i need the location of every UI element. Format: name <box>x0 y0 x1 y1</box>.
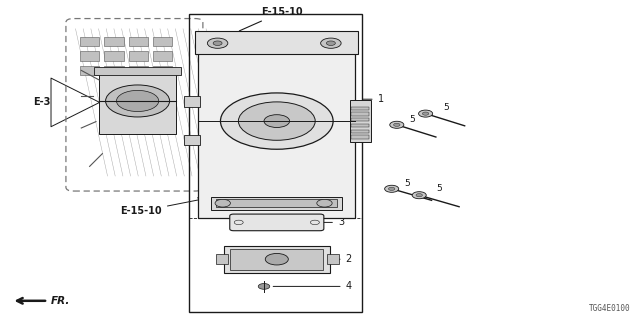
Text: 1: 1 <box>363 94 384 104</box>
Bar <box>230 249 323 269</box>
Bar <box>351 112 369 116</box>
Bar <box>351 107 369 110</box>
Bar <box>351 124 369 127</box>
Circle shape <box>419 110 433 117</box>
Circle shape <box>264 115 290 127</box>
Bar <box>99 74 176 134</box>
Circle shape <box>317 199 332 207</box>
Circle shape <box>116 90 159 111</box>
Circle shape <box>266 253 288 265</box>
Text: E-15-10: E-15-10 <box>239 7 303 31</box>
Text: E-3: E-3 <box>33 78 100 127</box>
Bar <box>351 130 369 133</box>
Bar <box>211 197 342 210</box>
Text: 5: 5 <box>404 179 410 188</box>
Circle shape <box>390 121 404 128</box>
Circle shape <box>321 38 341 48</box>
Bar <box>80 37 99 46</box>
Circle shape <box>215 199 230 207</box>
Text: 2: 2 <box>329 254 352 264</box>
Bar <box>216 254 228 264</box>
Circle shape <box>385 185 399 192</box>
Text: E-15-10: E-15-10 <box>120 198 202 216</box>
Bar <box>80 51 99 61</box>
Circle shape <box>422 112 429 115</box>
Bar <box>198 32 355 218</box>
Bar <box>129 37 148 46</box>
Circle shape <box>388 187 395 190</box>
Text: 3: 3 <box>321 217 344 228</box>
Bar <box>104 66 124 75</box>
Text: 5: 5 <box>410 115 415 124</box>
Bar <box>350 100 371 142</box>
Bar <box>189 14 362 312</box>
Circle shape <box>234 220 243 225</box>
Circle shape <box>310 220 319 225</box>
Bar <box>224 246 330 273</box>
Circle shape <box>416 194 422 197</box>
Bar <box>129 66 148 75</box>
Text: 5: 5 <box>436 184 442 193</box>
Bar <box>216 199 337 207</box>
Circle shape <box>207 38 228 48</box>
Circle shape <box>394 123 400 126</box>
Bar <box>153 51 172 61</box>
Bar <box>184 135 200 145</box>
Bar <box>153 66 172 75</box>
Bar <box>94 67 181 75</box>
Bar <box>129 51 148 61</box>
Circle shape <box>259 284 270 289</box>
Text: TGG4E0100: TGG4E0100 <box>589 304 630 313</box>
Text: FR.: FR. <box>51 296 70 306</box>
Text: 4: 4 <box>273 281 352 292</box>
Circle shape <box>213 41 222 45</box>
Bar <box>184 96 200 107</box>
Circle shape <box>326 41 335 45</box>
Circle shape <box>238 102 315 140</box>
FancyBboxPatch shape <box>230 214 324 231</box>
Bar <box>104 51 124 61</box>
Bar <box>80 66 99 75</box>
Bar <box>327 254 339 264</box>
Bar <box>153 37 172 46</box>
Bar <box>104 37 124 46</box>
Bar <box>195 31 358 54</box>
Circle shape <box>220 93 333 149</box>
Bar <box>351 118 369 121</box>
Text: 5: 5 <box>443 103 449 112</box>
Bar <box>351 135 369 139</box>
Circle shape <box>106 85 170 117</box>
Circle shape <box>412 192 426 199</box>
